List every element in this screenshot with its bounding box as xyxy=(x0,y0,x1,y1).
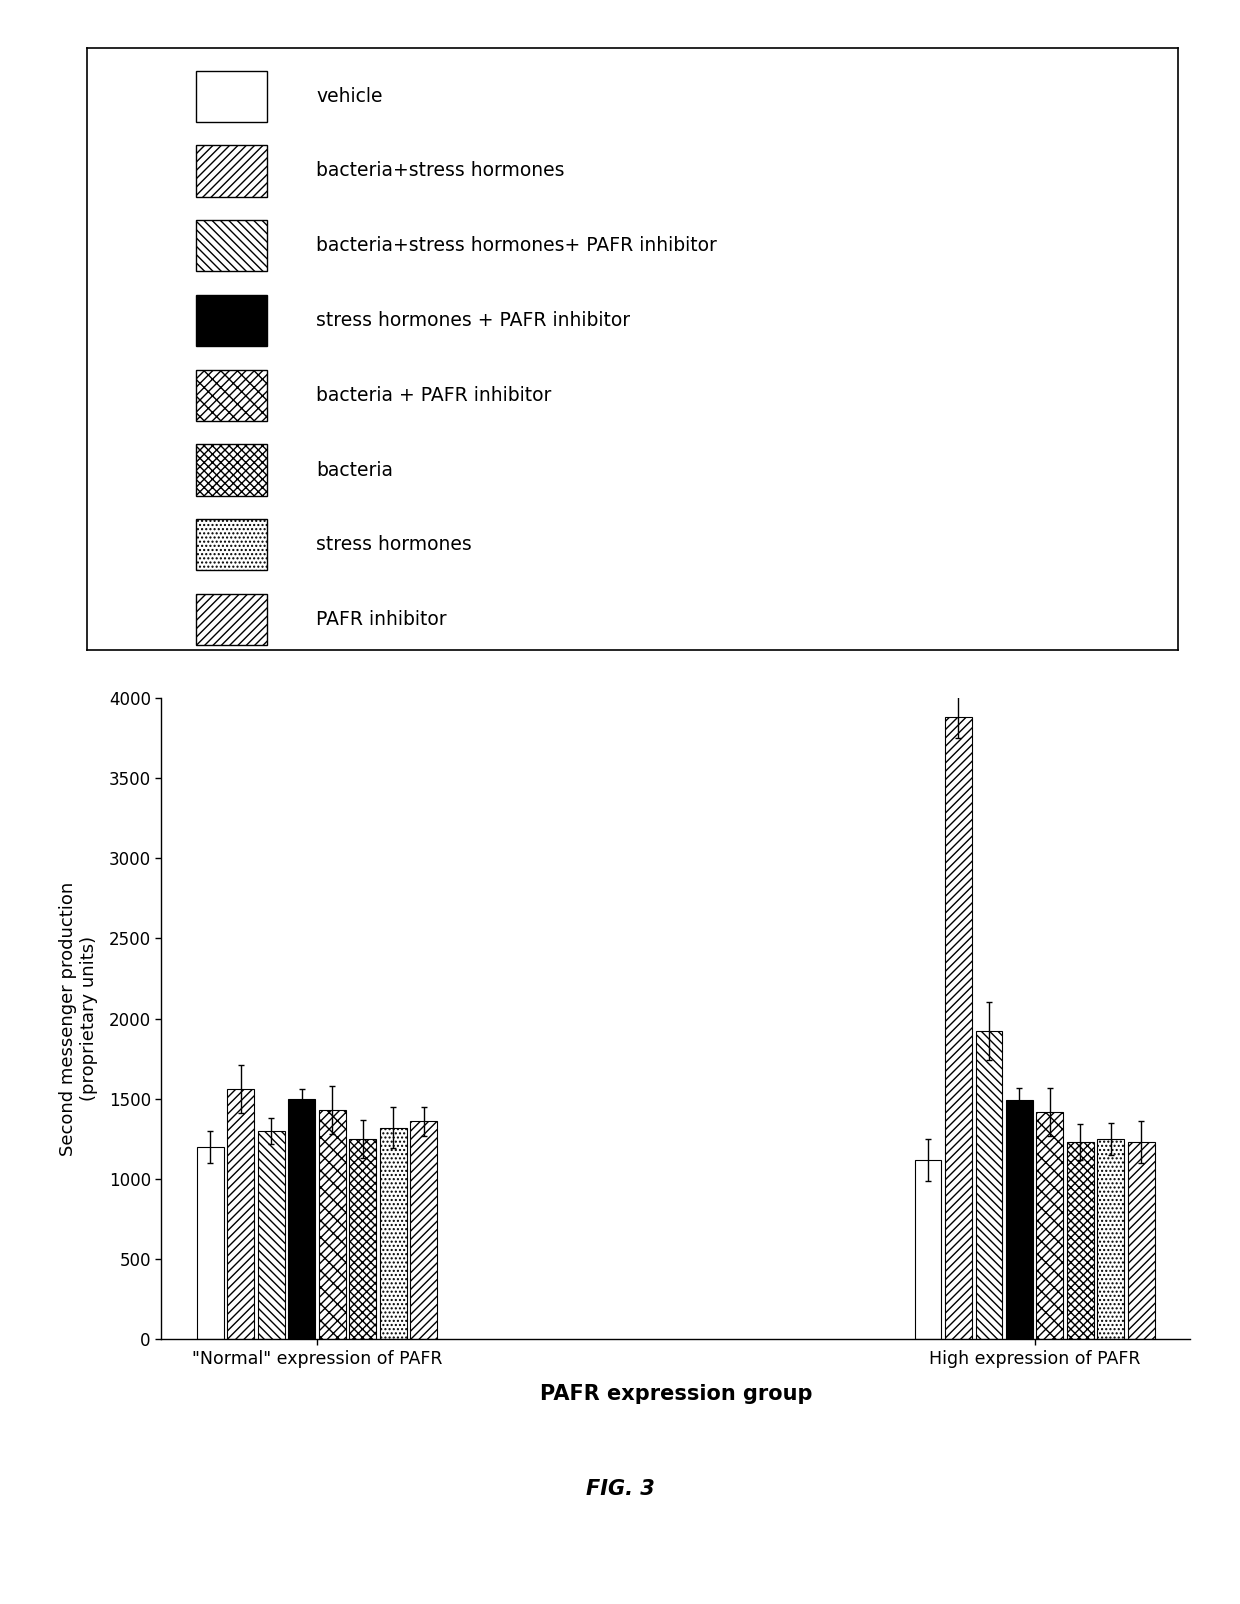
Bar xyxy=(379,1128,407,1339)
Text: bacteria+stress hormones: bacteria+stress hormones xyxy=(316,162,564,181)
Text: bacteria+stress hormones+ PAFR inhibitor: bacteria+stress hormones+ PAFR inhibitor xyxy=(316,236,717,255)
Text: stress hormones + PAFR inhibitor: stress hormones + PAFR inhibitor xyxy=(316,311,630,330)
Text: bacteria + PAFR inhibitor: bacteria + PAFR inhibitor xyxy=(316,387,552,404)
Bar xyxy=(1037,1112,1064,1339)
Text: vehicle: vehicle xyxy=(316,87,382,106)
Bar xyxy=(227,1089,254,1339)
X-axis label: PAFR expression group: PAFR expression group xyxy=(539,1384,812,1405)
FancyBboxPatch shape xyxy=(196,71,267,122)
Bar xyxy=(258,1131,285,1339)
FancyBboxPatch shape xyxy=(196,295,267,346)
Bar xyxy=(1006,1100,1033,1339)
Bar xyxy=(197,1147,223,1339)
Text: PAFR inhibitor: PAFR inhibitor xyxy=(316,610,446,629)
Bar xyxy=(350,1139,376,1339)
FancyBboxPatch shape xyxy=(196,520,267,571)
Text: stress hormones: stress hormones xyxy=(316,536,471,555)
Y-axis label: Second messenger production
(proprietary units): Second messenger production (proprietary… xyxy=(58,882,98,1155)
Bar xyxy=(976,1031,1002,1339)
Bar xyxy=(1097,1139,1125,1339)
FancyBboxPatch shape xyxy=(196,220,267,271)
FancyBboxPatch shape xyxy=(196,444,267,496)
Bar xyxy=(1128,1142,1154,1339)
Bar xyxy=(319,1110,346,1339)
Text: FIG. 3: FIG. 3 xyxy=(585,1479,655,1498)
Bar xyxy=(410,1121,436,1339)
FancyBboxPatch shape xyxy=(196,146,267,197)
Text: bacteria: bacteria xyxy=(316,460,393,480)
FancyBboxPatch shape xyxy=(196,593,267,645)
Bar xyxy=(915,1160,941,1339)
Bar xyxy=(945,717,972,1339)
Bar xyxy=(288,1099,315,1339)
Bar xyxy=(1066,1142,1094,1339)
FancyBboxPatch shape xyxy=(196,369,267,420)
